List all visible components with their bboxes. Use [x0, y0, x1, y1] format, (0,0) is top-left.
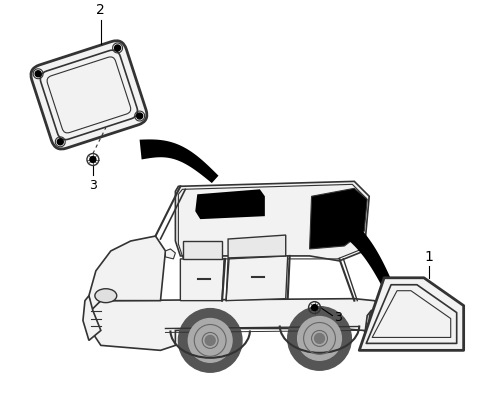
Circle shape	[90, 157, 96, 162]
Circle shape	[137, 113, 143, 119]
Polygon shape	[89, 299, 394, 350]
Circle shape	[57, 139, 63, 145]
Polygon shape	[310, 188, 367, 249]
Circle shape	[312, 305, 318, 310]
Text: 1: 1	[424, 250, 433, 264]
Text: 2: 2	[96, 3, 105, 18]
Text: 3: 3	[89, 180, 97, 193]
Polygon shape	[195, 189, 265, 219]
Polygon shape	[364, 308, 384, 346]
Polygon shape	[166, 249, 175, 259]
Polygon shape	[226, 256, 288, 301]
Polygon shape	[140, 140, 218, 183]
Circle shape	[298, 317, 341, 360]
Circle shape	[179, 308, 242, 372]
Text: 3: 3	[335, 311, 342, 324]
Circle shape	[188, 319, 232, 362]
Polygon shape	[180, 259, 224, 301]
Polygon shape	[89, 236, 166, 310]
Polygon shape	[175, 182, 369, 261]
Polygon shape	[183, 241, 222, 259]
Polygon shape	[228, 235, 286, 258]
Polygon shape	[359, 278, 464, 350]
Ellipse shape	[369, 310, 379, 328]
Circle shape	[288, 307, 351, 370]
Polygon shape	[343, 223, 398, 301]
Circle shape	[205, 335, 215, 346]
FancyBboxPatch shape	[31, 41, 147, 149]
Polygon shape	[83, 296, 101, 340]
Circle shape	[35, 71, 41, 77]
Ellipse shape	[95, 289, 117, 303]
Circle shape	[314, 333, 324, 344]
Circle shape	[115, 45, 120, 51]
